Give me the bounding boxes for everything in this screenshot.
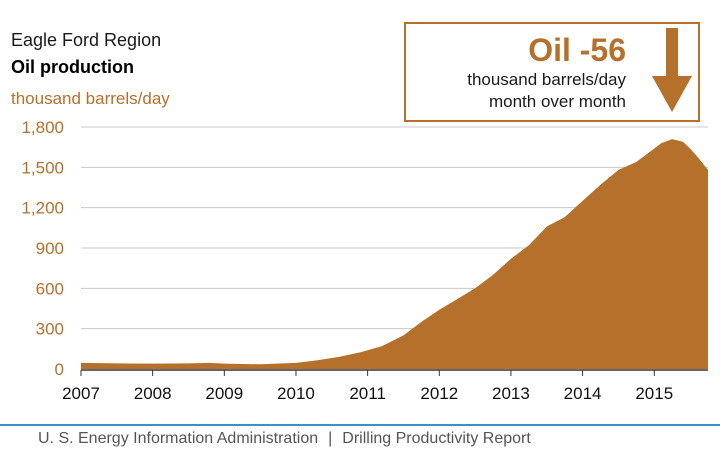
down-arrow-icon (652, 28, 692, 112)
y-tick-label: 1,200 (21, 199, 64, 218)
x-tick-label: 2013 (492, 384, 530, 403)
x-tick-label: 2012 (420, 384, 458, 403)
y-tick-label: 900 (36, 239, 64, 258)
callout-period: month over month (489, 92, 626, 112)
x-axis (81, 370, 708, 376)
area-series (81, 139, 708, 369)
y-tick-label: 300 (36, 320, 64, 339)
x-tick-label: 2011 (349, 384, 386, 403)
y-tick-labels: 0 300 600 900 1,200 1,500 1,800 (21, 118, 64, 379)
footer-source: U. S. Energy Information Administration |… (38, 430, 531, 448)
x-tick-label: 2010 (277, 384, 315, 403)
y-tick-label: 0 (55, 360, 64, 379)
footer-separator: | (328, 430, 332, 447)
source-agency: U. S. Energy Information Administration (38, 430, 318, 447)
y-tick-label: 600 (36, 279, 64, 298)
report-name: Drilling Productivity Report (342, 430, 531, 447)
x-tick-label: 2015 (635, 384, 673, 403)
x-tick-label: 2009 (205, 384, 243, 403)
x-tick-label: 2008 (134, 384, 172, 403)
change-callout-box: Oil -56 thousand barrels/day month over … (404, 22, 700, 122)
x-tick-label: 2014 (564, 384, 602, 403)
callout-units: thousand barrels/day (467, 70, 626, 90)
y-tick-label: 1,500 (21, 158, 64, 177)
callout-headline: Oil -56 (528, 32, 626, 69)
x-tick-label: 2007 (62, 384, 100, 403)
x-tick-labels: 2007 2008 2009 2010 2011 2012 2013 2014 2015 (62, 384, 673, 403)
oil-production-area (81, 139, 708, 369)
footer-divider (0, 424, 720, 426)
y-tick-label: 1,800 (21, 118, 64, 137)
